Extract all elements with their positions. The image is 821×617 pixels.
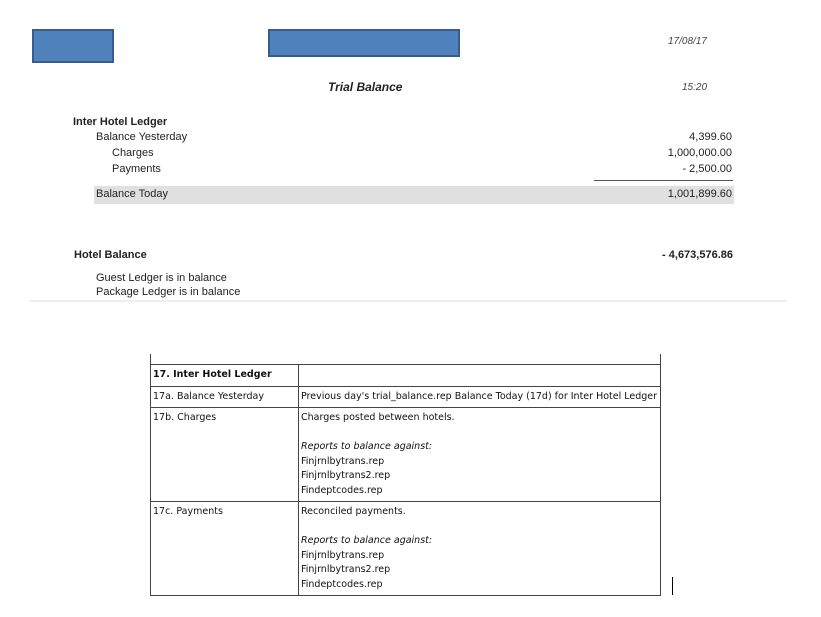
total-rule [594, 180, 733, 181]
balance-today-row: Balance Today 1,001,899.60 [94, 186, 734, 204]
report-file: Finjrnlbytrans2.rep [301, 470, 391, 481]
table-header-row: 17. Inter Hotel Ledger [150, 364, 661, 387]
redacted-hotel-name [268, 29, 460, 57]
definitions-table: 17. Inter Hotel Ledger 17a. Balance Yest… [150, 364, 661, 596]
row-desc: Reconciled payments. [301, 506, 406, 517]
reports-label: Reports to balance against: [301, 441, 433, 452]
table-row: 17a. Balance Yesterday Previous day's tr… [150, 385, 661, 408]
redacted-logo [32, 29, 114, 63]
row-label: Charges [112, 147, 154, 159]
table-edge [150, 354, 151, 364]
row-label: Payments [112, 163, 161, 175]
report-file: Findeptcodes.rep [301, 578, 383, 590]
row-label: Balance Yesterday [96, 131, 188, 143]
text-cursor [672, 577, 673, 595]
note: Guest Ledger is in balance [96, 272, 227, 284]
reports-label: Reports to balance against: [301, 535, 433, 546]
row-label: 17c. Payments [150, 501, 299, 596]
hotel-balance-label: Hotel Balance [74, 249, 147, 261]
balance-today-value: 1,001,899.60 [667, 188, 732, 200]
row-value: 1,000,000.00 [667, 147, 732, 159]
report-file: Finjrnlbytrans2.rep [301, 564, 391, 575]
report-file: Findeptcodes.rep [301, 484, 383, 496]
report-file: Finjrnlbytrans.rep [301, 455, 385, 467]
row-value: 4,399.60 [689, 131, 732, 143]
table-row: 17b. Charges Charges posted between hote… [150, 407, 661, 502]
row-label: 17a. Balance Yesterday [150, 385, 299, 408]
table-edge [660, 354, 661, 364]
row-label: 17b. Charges [150, 407, 299, 502]
report-time: 15:20 [682, 82, 708, 93]
row-desc: Charges posted between hotels. [301, 412, 455, 423]
row-desc: Previous day's trial_balance.rep Balance… [298, 385, 661, 408]
row-value: - 2,500.00 [682, 163, 732, 175]
report-date: 17/08/17 [668, 36, 707, 47]
section-heading: Inter Hotel Ledger [73, 116, 168, 128]
balance-today-label: Balance Today [96, 188, 168, 200]
divider [30, 300, 787, 302]
report-file: Finjrnlbytrans.rep [301, 549, 385, 561]
hotel-balance-value: - 4,673,576.86 [662, 249, 733, 261]
table-row: 17c. Payments Reconciled payments. Repor… [150, 501, 661, 596]
report-title: Trial Balance [328, 80, 403, 94]
table-header: 17. Inter Hotel Ledger [150, 364, 299, 387]
note: Package Ledger is in balance [96, 286, 241, 298]
